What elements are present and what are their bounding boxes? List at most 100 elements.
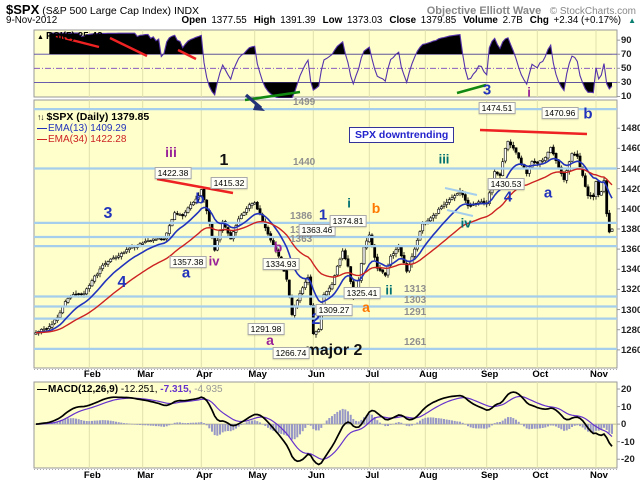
macd-histogram-bar xyxy=(592,424,595,433)
macd-histogram-bar xyxy=(288,424,291,438)
macd-histogram-bar xyxy=(187,423,189,425)
macd-histogram-bar xyxy=(320,424,323,428)
macd-histogram-bar xyxy=(128,423,131,425)
candle-body xyxy=(242,212,246,216)
date-label: 9-Nov-2012 xyxy=(6,15,58,26)
candle-body xyxy=(199,189,203,196)
price-plot xyxy=(34,107,617,350)
candle-body xyxy=(498,173,502,176)
macd-histogram-bar xyxy=(477,424,480,429)
candle-body xyxy=(181,214,185,217)
macd-histogram-bar xyxy=(360,419,363,425)
candle-body xyxy=(533,160,537,163)
candle-body xyxy=(293,306,297,316)
header-title-row: $SPX (S&P 500 Large Cap Index) INDX Objec… xyxy=(6,1,636,19)
macd-histogram-bar xyxy=(400,422,403,425)
candle-body xyxy=(391,253,395,256)
macd-histogram-bar xyxy=(115,421,117,425)
candle-body xyxy=(130,246,134,249)
macd-histogram-bar xyxy=(512,418,515,425)
candle-body xyxy=(434,213,438,216)
macd-histogram-bar xyxy=(147,424,149,426)
candle-body xyxy=(279,256,283,264)
candle-body xyxy=(117,255,121,258)
macd-histogram-bar xyxy=(75,418,77,425)
candle-body xyxy=(95,273,99,276)
macd-histogram-bar xyxy=(267,424,269,428)
macd-histogram-bar xyxy=(83,420,85,425)
ema13-line xyxy=(35,157,613,334)
candle-body xyxy=(197,195,201,200)
candle-body xyxy=(381,269,385,273)
candle-body xyxy=(205,199,209,212)
candle-body xyxy=(397,246,401,250)
candle-body xyxy=(367,234,371,243)
candle-body xyxy=(495,171,499,175)
candle-body xyxy=(319,312,323,330)
macd-histogram-bar xyxy=(411,424,413,426)
candle-body xyxy=(463,194,467,201)
candle-body xyxy=(447,199,451,203)
macd-histogram-bar xyxy=(384,424,387,427)
macd-histogram-bar xyxy=(168,424,171,426)
candle-body xyxy=(87,285,91,289)
macd-histogram-bar xyxy=(245,422,248,425)
macd-histogram-bar xyxy=(600,424,603,430)
candle-body xyxy=(90,280,94,287)
macd-histogram-bar xyxy=(432,417,435,425)
macd-histogram-bar xyxy=(56,421,59,425)
candle-body xyxy=(42,328,46,331)
candle-body xyxy=(325,291,329,296)
macd-histogram-bar xyxy=(304,424,307,428)
macd-histogram-bar xyxy=(152,424,155,426)
candle-body xyxy=(573,153,577,156)
candle-body xyxy=(159,238,163,241)
candle-body xyxy=(175,213,179,215)
candle-body xyxy=(455,193,459,196)
macd-histogram-bar xyxy=(144,424,147,426)
candle-body xyxy=(421,223,425,232)
header-quote-row: 9-Nov-2012 Open 1377.55 High 1391.39 Low 1… xyxy=(6,15,636,26)
macd-histogram-bar xyxy=(192,422,195,425)
candle-body xyxy=(570,153,574,162)
macd-histogram-bar xyxy=(427,417,429,425)
macd-histogram-bar xyxy=(317,424,320,431)
macd-histogram-bar xyxy=(141,424,144,426)
macd-histogram-bar xyxy=(584,424,587,430)
candle-body xyxy=(103,263,107,266)
candle-body xyxy=(266,227,270,235)
macd-histogram-bar xyxy=(61,419,64,425)
macd-histogram-bar xyxy=(483,424,485,429)
macd-histogram-bar xyxy=(581,424,584,428)
macd-histogram-bar xyxy=(611,424,613,434)
candle-body xyxy=(157,237,161,240)
macd-histogram-bar xyxy=(131,423,133,425)
macd-histogram-bar xyxy=(296,424,299,438)
candle-body xyxy=(239,214,243,220)
macd-histogram-bar xyxy=(536,424,539,429)
candle-body xyxy=(383,272,387,276)
macd-histogram-bar xyxy=(243,423,245,425)
macd-histogram-bar xyxy=(515,419,517,425)
candle-body xyxy=(245,208,249,213)
macd-histogram-bar xyxy=(488,424,491,428)
candle-body xyxy=(519,157,523,165)
candle-body xyxy=(415,240,419,250)
macd-histogram-bar xyxy=(219,424,221,435)
macd-histogram-bar xyxy=(195,422,197,425)
macd-histogram-bar xyxy=(189,422,192,425)
candle-body xyxy=(234,225,238,233)
candle-body xyxy=(330,284,334,290)
candle-body xyxy=(82,293,86,295)
candle-body xyxy=(247,204,251,209)
macd-histogram-bar xyxy=(309,424,312,426)
macd-histogram-bar xyxy=(469,424,472,428)
candle-body xyxy=(583,175,587,187)
macd-histogram-bar xyxy=(261,424,264,425)
candle-body xyxy=(346,258,350,267)
candle-body xyxy=(429,217,433,222)
macd-histogram-bar xyxy=(285,424,288,436)
macd-histogram-bar xyxy=(179,422,181,425)
macd-histogram-bar xyxy=(405,424,408,426)
